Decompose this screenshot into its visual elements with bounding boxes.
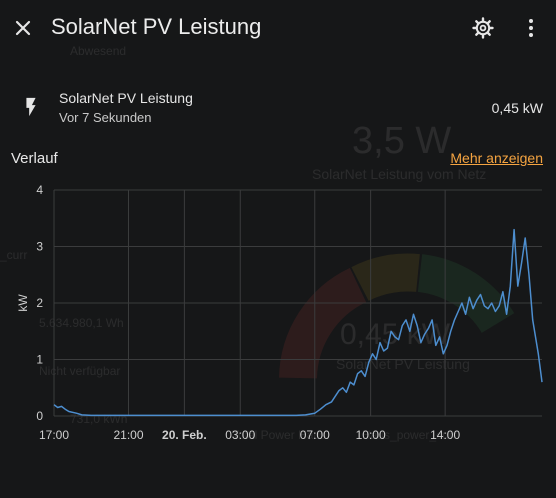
more-menu-button[interactable] xyxy=(511,8,551,48)
x-tick-label: 17:00 xyxy=(39,428,69,442)
close-icon xyxy=(15,20,31,36)
background-big-caption: SolarNet Leistung vom Netz xyxy=(312,166,487,182)
entity-state: 0,45 kW xyxy=(491,100,543,116)
entity-last-changed: Vor 7 Sekunden xyxy=(59,110,152,125)
series-line xyxy=(53,228,543,417)
history-chart[interactable]: 0 1 2 3 4 17:00 21:00 20. Feb. 03:00 07:00 10:00 14… xyxy=(0,178,556,459)
background-energy: 5.634.980,1 Wh xyxy=(39,316,124,330)
x-tick-label: 21:00 xyxy=(113,428,143,442)
y-tick-label: 3 xyxy=(36,240,43,254)
flash-icon xyxy=(26,97,36,117)
entity-row[interactable]: SolarNet PV Leistung Vor 7 Sekunden 0,45… xyxy=(0,80,556,132)
background-unavailable: Nicht verfügbar xyxy=(39,364,121,378)
gear-icon xyxy=(472,17,494,39)
background-bottom-caption: Total Power Haus xyxy=(232,428,327,442)
close-button[interactable] xyxy=(3,8,43,48)
y-tick-label: 0 xyxy=(36,409,43,423)
x-tick-label: 14:00 xyxy=(430,428,460,442)
x-tick-label: 10:00 xyxy=(356,428,386,442)
entity-name: SolarNet PV Leistung xyxy=(59,90,193,106)
dialog-title: SolarNet PV Leistung xyxy=(51,14,262,39)
y-tick-label: 2 xyxy=(36,296,43,310)
background-side-text: _curr xyxy=(0,248,28,262)
background-big-value: 3,5 W xyxy=(352,120,452,162)
history-title: Verlauf xyxy=(11,150,58,167)
settings-button[interactable] xyxy=(463,8,503,48)
background-status: Abwesend xyxy=(70,44,127,58)
y-tick-label: 4 xyxy=(36,183,43,197)
x-tick-label: 20. Feb. xyxy=(162,428,207,442)
x-tick-label: 03:00 xyxy=(225,428,255,442)
more-link[interactable]: Mehr anzeigen xyxy=(450,150,543,166)
more-vert-icon xyxy=(529,19,533,37)
background-bottom-caption-2: Haus_power_curr xyxy=(362,428,457,442)
y-tick-label: 1 xyxy=(36,353,43,367)
background-gauge-value: 0,45 kW xyxy=(340,318,451,351)
dialog-header: SolarNet PV Leistung xyxy=(0,0,556,56)
y-axis-label: kW xyxy=(16,294,30,312)
x-tick-label: 07:00 xyxy=(300,428,330,442)
